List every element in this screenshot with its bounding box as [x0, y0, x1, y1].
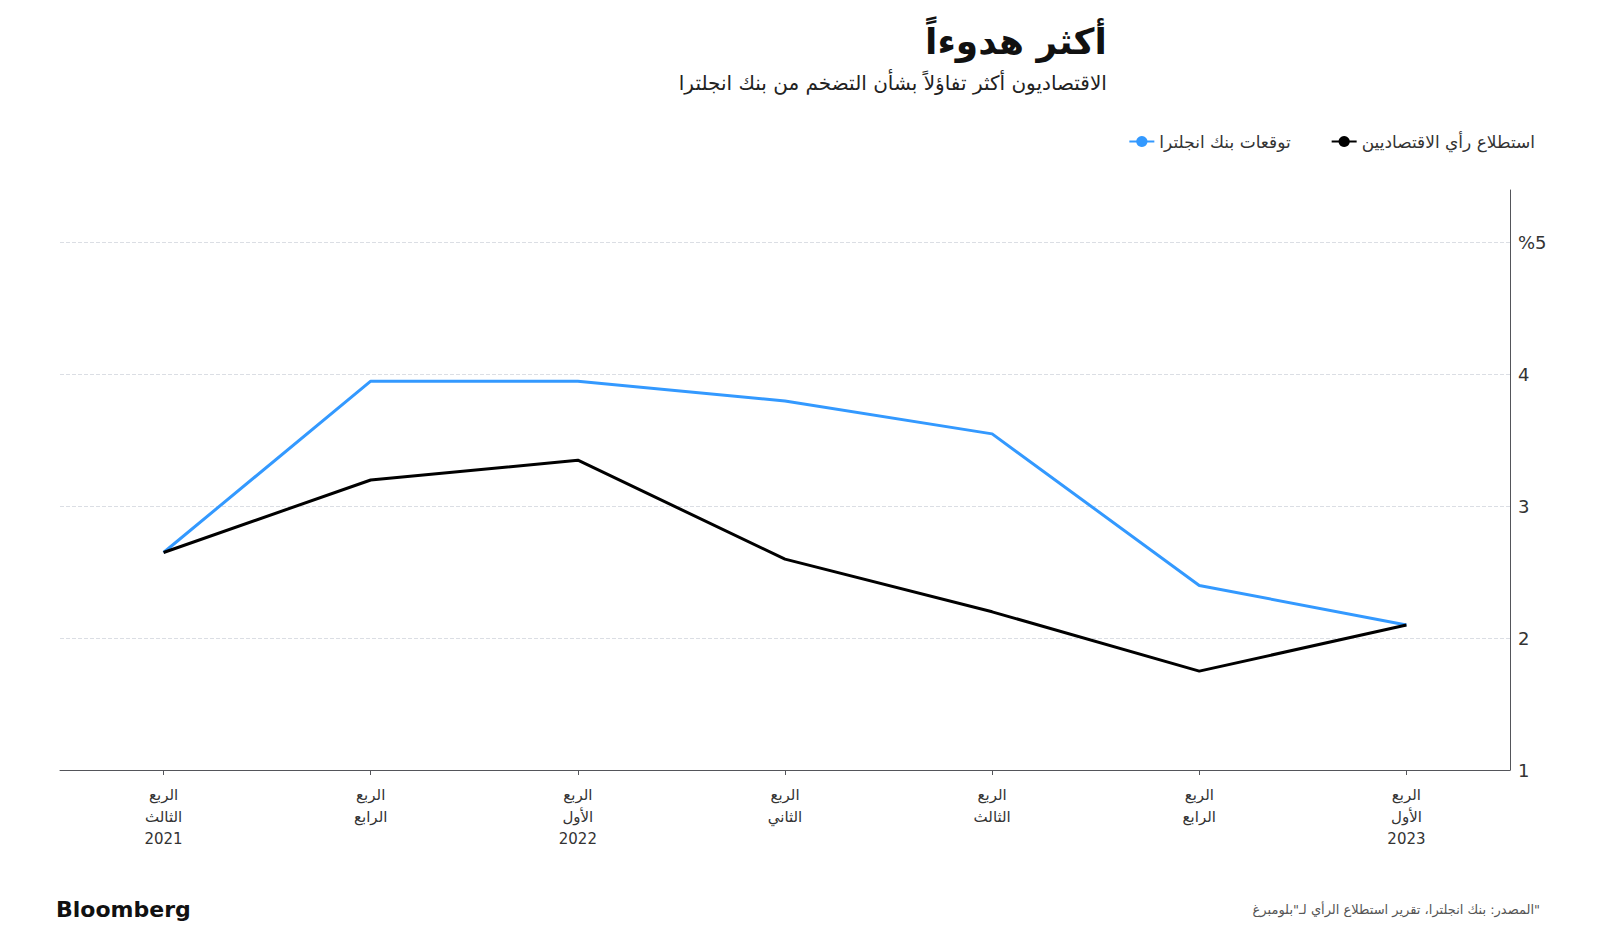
svg-text:أكثر هدوءاً: أكثر هدوءاً	[925, 16, 1107, 63]
svg-text:الرابع: الرابع	[354, 808, 387, 826]
svg-text:Bloomberg: Bloomberg	[56, 897, 191, 922]
svg-text:2022: 2022	[559, 830, 597, 848]
svg-text:الربع: الربع	[978, 786, 1007, 804]
svg-text:%5: %5	[1518, 232, 1547, 253]
svg-text:المصدر: بنك انجلترا، تقرير است: المصدر: بنك انجلترا، تقرير استطلاع الرأي…	[1253, 901, 1540, 918]
svg-text:الربع: الربع	[149, 786, 178, 804]
svg-text:3: 3	[1518, 496, 1529, 517]
svg-text:الربع: الربع	[1392, 786, 1421, 804]
svg-text:الرابع: الرابع	[1183, 808, 1216, 826]
svg-text:استطلاع رأي الاقتصاديين: استطلاع رأي الاقتصاديين	[1362, 131, 1535, 153]
svg-text:1: 1	[1518, 760, 1529, 781]
svg-text:الربع: الربع	[770, 786, 799, 804]
svg-text:الربع: الربع	[1185, 786, 1214, 804]
svg-text:الأول: الأول	[562, 807, 593, 826]
svg-text:توقعات بنك انجلترا: توقعات بنك انجلترا	[1159, 132, 1291, 152]
svg-text:الربع: الربع	[356, 786, 385, 804]
svg-text:الأول: الأول	[1391, 807, 1422, 826]
svg-text:2023: 2023	[1387, 830, 1425, 848]
svg-text:4: 4	[1518, 364, 1529, 385]
svg-text:الثالث: الثالث	[145, 808, 182, 826]
svg-text:الاقتصاديون أكثر تفاؤلاً بشأن: الاقتصاديون أكثر تفاؤلاً بشأن التضخم من …	[679, 69, 1107, 95]
svg-text:الثاني: الثاني	[768, 808, 803, 827]
svg-text:الثالث: الثالث	[974, 808, 1011, 826]
svg-text:2: 2	[1518, 628, 1529, 649]
svg-text:الربع: الربع	[563, 786, 592, 804]
svg-text:2021: 2021	[144, 830, 182, 848]
